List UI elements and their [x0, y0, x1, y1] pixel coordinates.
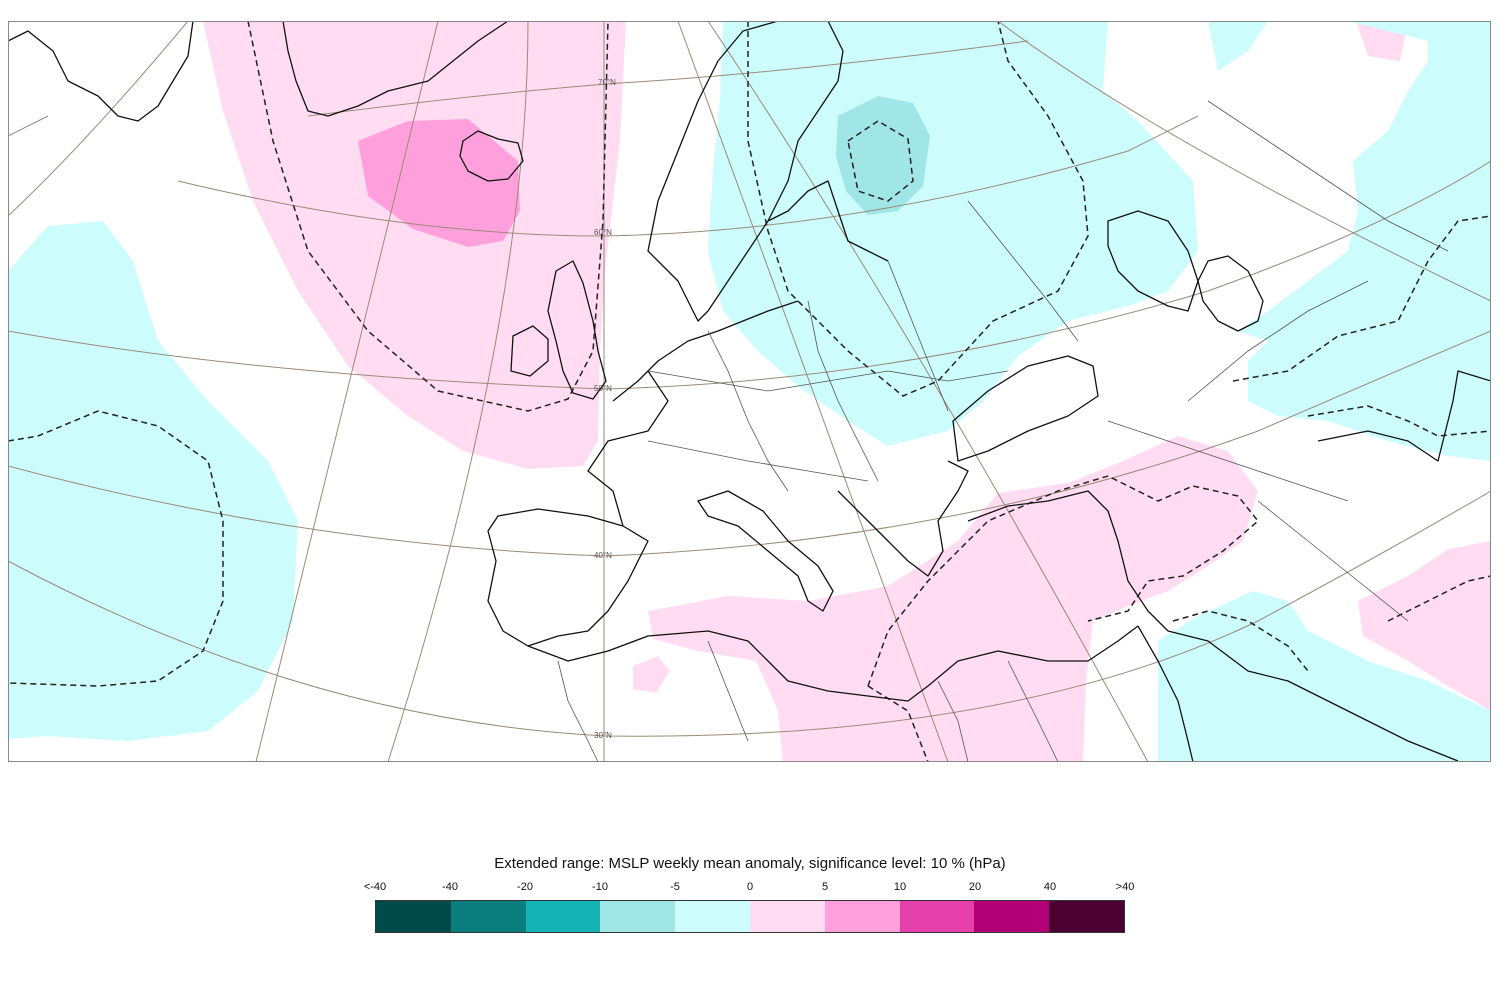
significance-contour-russia	[747, 21, 1089, 397]
moderate-positive-anomaly-iceland	[358, 119, 520, 247]
legend-label: 40	[1043, 881, 1057, 893]
legend-swatch	[899, 901, 975, 932]
legend-label: >40	[1115, 881, 1135, 893]
negative-anomaly-scandinavia-russia	[708, 21, 1198, 446]
legend-swatch	[824, 901, 900, 932]
iceland-coast	[459, 130, 524, 182]
red-sea-arabia-coast	[1137, 625, 1459, 762]
legend-color-bar	[375, 900, 1125, 933]
scandinavia-coast	[647, 21, 844, 322]
legend-label: -20	[517, 881, 533, 893]
positive-anomaly-north-atlantic	[203, 21, 626, 469]
significance-contour-east-asia	[1387, 575, 1491, 622]
legend-title: Extended range: MSLP weekly mean anomaly…	[494, 855, 1006, 872]
significance-contour-atlantic	[8, 410, 224, 687]
greenland-west-coast	[8, 21, 194, 122]
legend-swatch	[450, 901, 526, 932]
legend-label: 10	[893, 881, 907, 893]
mslp-anomaly-map: 70°N 60°N 50°N 40°N 30°N	[8, 21, 1491, 762]
latitude-labels: 70°N 60°N 50°N 40°N 30°N	[594, 78, 616, 740]
italy-coast	[697, 490, 834, 612]
europe-north-coast	[612, 300, 799, 402]
negative-anomaly-mid-atlantic	[8, 221, 298, 741]
negative-anomaly-areas	[8, 21, 1491, 762]
lat-label-60: 60°N	[594, 228, 612, 237]
arabia-gulf-coast	[1317, 370, 1491, 462]
british-isles-coast	[547, 260, 607, 400]
positive-anomaly-areas	[203, 21, 1491, 762]
greenland-coast	[282, 21, 509, 117]
negative-anomaly-east	[1238, 21, 1491, 461]
graticule	[8, 21, 1491, 762]
ireland-coast	[510, 325, 549, 377]
legend-swatch	[675, 901, 750, 932]
legend-swatch	[1049, 901, 1124, 932]
lat-label-40: 40°N	[594, 551, 612, 560]
legend-label: 20	[968, 881, 982, 893]
legend-swatch	[525, 901, 601, 932]
significance-contour-finland	[847, 120, 914, 202]
baltic-coast	[767, 180, 889, 262]
balkans-greece-coast	[837, 460, 969, 577]
positive-anomaly-mediterranean	[648, 436, 1258, 762]
legend-label: 5	[821, 881, 829, 893]
iberia-coast	[487, 508, 649, 647]
lat-label-70: 70°N	[598, 78, 616, 87]
legend-swatch	[376, 901, 451, 932]
lat-label-30: 30°N	[594, 731, 612, 740]
legend-labels: <-40 -40 -20 -10 -5 0 5 10 20 40 >40	[364, 881, 1135, 895]
legend-swatch	[749, 901, 825, 932]
turkey-levant-coast	[967, 490, 1169, 632]
positive-anomaly-africa-blob	[633, 656, 670, 693]
caspian-coast	[1107, 210, 1199, 312]
legend-swatch	[600, 901, 676, 932]
legend-label: -40	[442, 881, 458, 893]
aral-east-coast	[1197, 255, 1264, 332]
significance-contour-mediterranean	[867, 475, 1260, 762]
black-sea-coast	[952, 355, 1099, 462]
country-borders	[557, 100, 1449, 762]
legend-label: 0	[746, 881, 754, 893]
legend-swatch	[974, 901, 1050, 932]
positive-anomaly-east-asia	[1358, 541, 1491, 711]
negative-anomaly-central-asia	[1208, 21, 1268, 71]
france-coast	[587, 370, 669, 527]
negative-anomaly-south-asia	[1158, 591, 1491, 762]
significance-contour-south-asia	[1172, 610, 1309, 672]
significance-contour-north-atlantic	[247, 21, 609, 412]
significance-contours	[8, 21, 1491, 762]
north-africa-coast	[527, 625, 1139, 702]
significance-contour-east	[1232, 215, 1491, 437]
lat-label-50: 50°N	[594, 384, 612, 393]
coastlines	[8, 21, 1491, 762]
legend-label: <-40	[363, 881, 387, 893]
legend-label: -10	[592, 881, 608, 893]
legend-label: -5	[670, 881, 680, 893]
